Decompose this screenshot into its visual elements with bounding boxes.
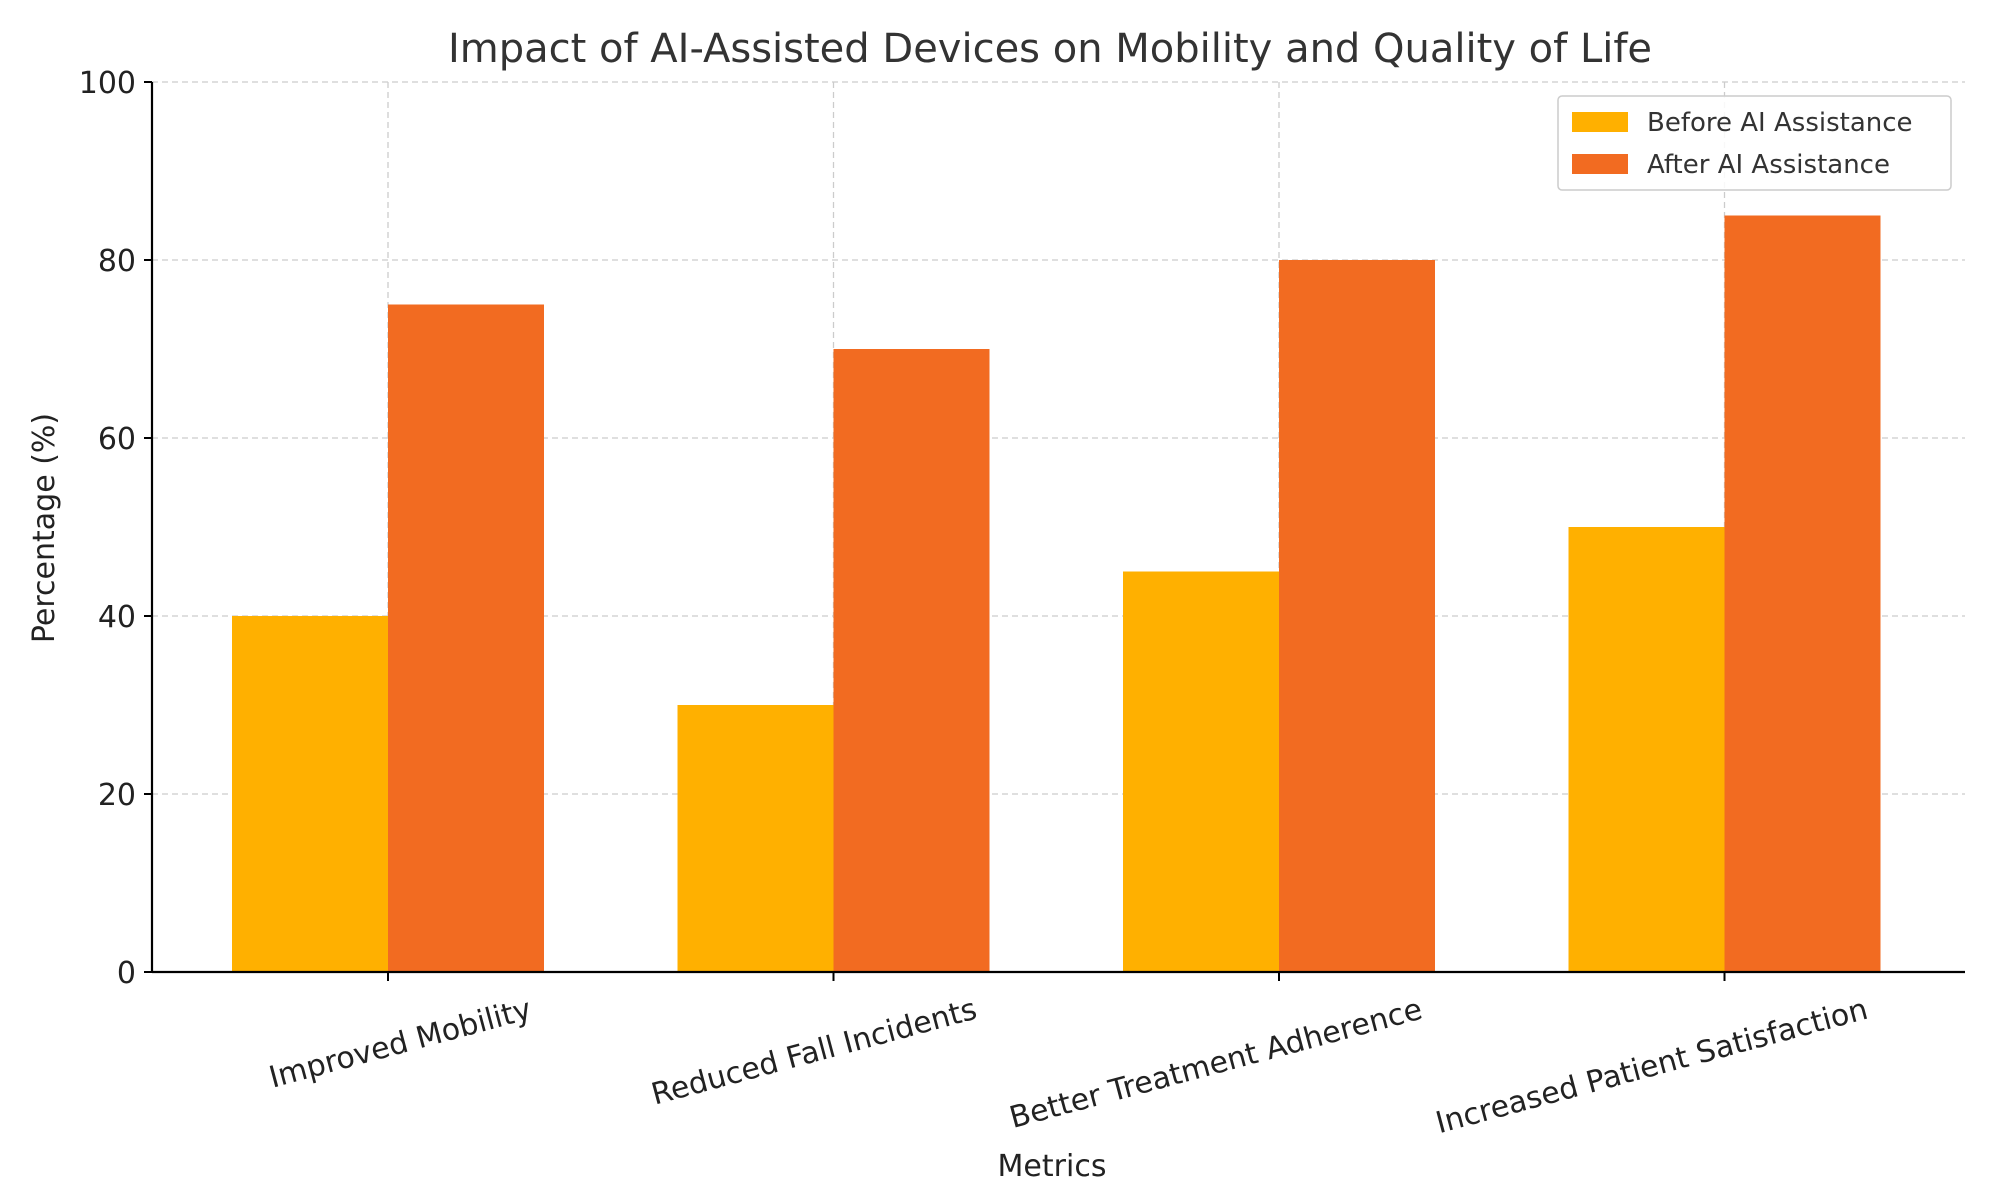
- y-tick-label: 60: [98, 422, 136, 457]
- bar-after-3: [1724, 215, 1881, 972]
- x-tick-labels: Improved Mobility Reduced Fall Incidents B…: [265, 992, 1871, 1141]
- bar-before-1: [677, 705, 834, 972]
- legend: Before AI Assistance After AI Assistance: [1557, 95, 1952, 191]
- legend-label-before: Before AI Assistance: [1647, 108, 1913, 138]
- y-tick-label: 40: [98, 600, 136, 635]
- y-axis-title: Percentage (%): [27, 413, 62, 643]
- y-tick-label: 100: [79, 66, 136, 101]
- legend-label-after: After AI Assistance: [1647, 150, 1890, 180]
- y-tick-label: 20: [98, 778, 136, 813]
- bar-after-1: [833, 349, 990, 972]
- bar-before-3: [1568, 527, 1725, 972]
- axes: [144, 81, 1965, 981]
- bars: [232, 215, 1881, 972]
- y-tick-labels: 0 20 40 60 80 100: [79, 66, 136, 991]
- x-tick-label: Increased Patient Satisfaction: [1432, 992, 1871, 1141]
- legend-box: [1557, 95, 1952, 191]
- bar-before-2: [1123, 571, 1279, 972]
- y-tick-label: 0: [117, 956, 136, 991]
- x-tick-label: Reduced Fall Incidents: [648, 992, 981, 1113]
- y-tick-label: 80: [98, 244, 136, 279]
- x-tick-label: Improved Mobility: [265, 992, 535, 1096]
- bar-after-2: [1279, 260, 1435, 972]
- legend-swatch-after: [1572, 154, 1628, 174]
- legend-swatch-before: [1572, 112, 1628, 132]
- chart-title: Impact of AI-Assisted Devices on Mobilit…: [448, 26, 1652, 72]
- bar-before-0: [232, 616, 388, 972]
- x-axis-title: Metrics: [998, 1149, 1107, 1184]
- bar-after-0: [388, 304, 544, 972]
- x-tick-label: Better Treatment Adherence: [1006, 992, 1426, 1136]
